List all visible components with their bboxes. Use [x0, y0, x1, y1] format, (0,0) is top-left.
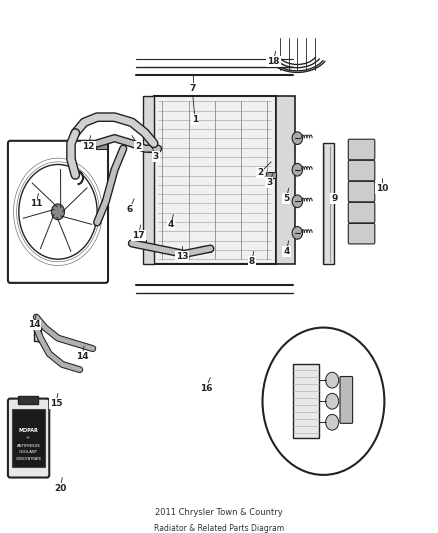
Text: ®: ®	[26, 436, 32, 440]
FancyBboxPatch shape	[154, 96, 276, 264]
Text: MOPAR: MOPAR	[19, 427, 39, 433]
FancyBboxPatch shape	[323, 143, 334, 264]
Text: 12: 12	[82, 142, 95, 150]
Text: 14: 14	[28, 320, 40, 329]
FancyBboxPatch shape	[348, 223, 375, 244]
FancyBboxPatch shape	[34, 325, 41, 341]
Circle shape	[292, 195, 303, 208]
FancyBboxPatch shape	[266, 172, 276, 178]
FancyBboxPatch shape	[143, 96, 154, 264]
Text: COOLANT: COOLANT	[19, 450, 39, 454]
Text: Radiator & Related Parts Diagram: Radiator & Related Parts Diagram	[154, 524, 284, 533]
Text: 10: 10	[376, 184, 389, 192]
Text: 18: 18	[267, 58, 279, 67]
Text: 11: 11	[30, 199, 42, 208]
Text: 13: 13	[176, 252, 188, 261]
Text: 2: 2	[135, 142, 141, 150]
FancyBboxPatch shape	[276, 96, 295, 264]
Circle shape	[292, 164, 303, 176]
FancyBboxPatch shape	[201, 246, 211, 252]
Text: 20: 20	[54, 483, 66, 492]
FancyBboxPatch shape	[348, 181, 375, 202]
Circle shape	[325, 373, 339, 388]
Circle shape	[292, 227, 303, 239]
Circle shape	[325, 414, 339, 430]
FancyBboxPatch shape	[340, 376, 353, 423]
Text: 2: 2	[257, 168, 264, 177]
Circle shape	[325, 393, 339, 409]
Text: 6: 6	[127, 205, 133, 214]
Text: 3: 3	[153, 152, 159, 161]
FancyBboxPatch shape	[96, 143, 107, 149]
Text: 9: 9	[331, 194, 338, 203]
FancyBboxPatch shape	[348, 203, 375, 223]
Text: 4: 4	[168, 221, 174, 230]
FancyBboxPatch shape	[135, 240, 146, 247]
FancyBboxPatch shape	[18, 396, 38, 404]
Circle shape	[51, 204, 64, 220]
Text: 14: 14	[76, 352, 88, 361]
Text: 4: 4	[283, 247, 290, 256]
Text: 1: 1	[192, 115, 198, 124]
Text: 16: 16	[200, 384, 212, 393]
Text: 8: 8	[248, 257, 255, 266]
Text: CONCENTRATE: CONCENTRATE	[16, 457, 42, 461]
FancyBboxPatch shape	[348, 139, 375, 160]
Text: 17: 17	[132, 231, 145, 240]
Text: 5: 5	[283, 194, 290, 203]
FancyBboxPatch shape	[148, 146, 159, 152]
Text: ANTIFREEZE: ANTIFREEZE	[17, 444, 41, 448]
Circle shape	[292, 132, 303, 144]
Text: 2011 Chrysler Town & Country: 2011 Chrysler Town & Country	[155, 508, 283, 517]
FancyBboxPatch shape	[348, 160, 375, 181]
FancyBboxPatch shape	[8, 399, 49, 478]
Text: 15: 15	[49, 399, 62, 408]
FancyBboxPatch shape	[293, 365, 319, 438]
Text: 3: 3	[266, 179, 272, 188]
Text: 7: 7	[190, 84, 196, 93]
FancyBboxPatch shape	[12, 409, 45, 467]
